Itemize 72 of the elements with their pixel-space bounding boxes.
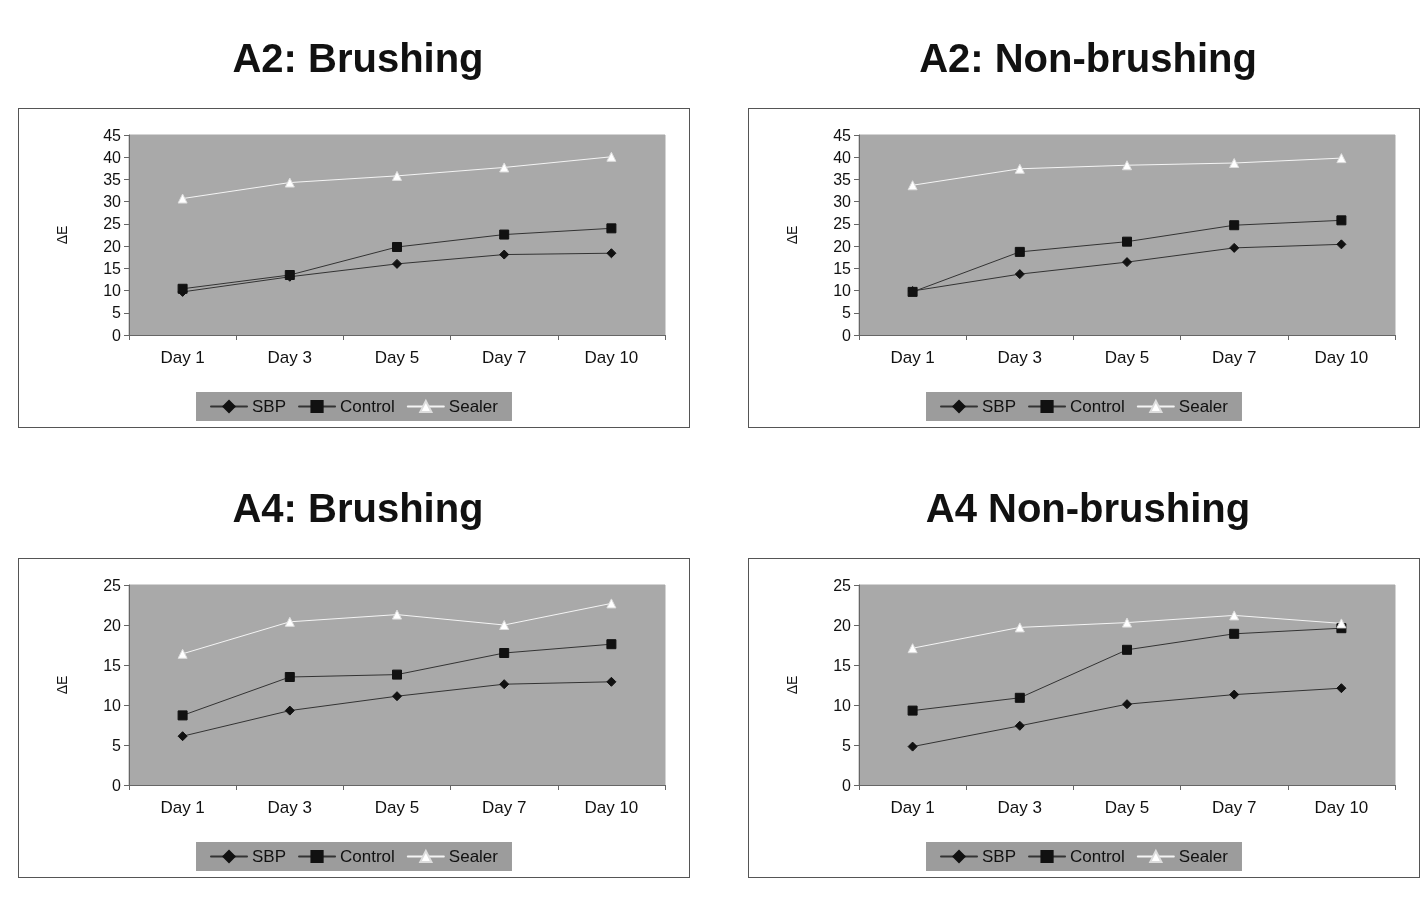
y-tick-label: 40 (833, 148, 852, 166)
x-tick-label: Day 5 (1104, 348, 1150, 367)
legend-label: Sealer (1178, 397, 1229, 416)
legend-label: SBP (252, 397, 287, 416)
legend-label: Control (340, 847, 395, 866)
y-tick-label: 5 (112, 736, 122, 754)
y-tick-label: 15 (103, 259, 122, 277)
x-tick-label: Day 7 (481, 798, 527, 817)
y-tick-label: 25 (833, 215, 852, 233)
chart-title: A4 Non-brushing (924, 484, 1252, 532)
y-tick-label: 0 (842, 326, 852, 344)
x-tick-label: Day 1 (890, 348, 935, 367)
x-tick-label: Day 3 (997, 348, 1043, 367)
y-tick-label: 25 (833, 576, 852, 594)
legend-label: Sealer (448, 847, 499, 866)
x-tick-label: Day 7 (481, 348, 527, 367)
chart-title: A4: Brushing (231, 484, 485, 532)
y-tick-label: 5 (112, 304, 122, 322)
y-tick-label: 0 (112, 326, 122, 344)
legend-label: SBP (982, 847, 1017, 866)
y-axis-title: ΔE (54, 675, 70, 695)
y-tick-label: 20 (103, 616, 122, 634)
y-tick-label: 5 (842, 304, 852, 322)
y-tick-label: 45 (103, 126, 122, 144)
y-tick-label: 40 (103, 148, 122, 166)
legend-label: Control (1070, 847, 1125, 866)
y-tick-label: 45 (833, 126, 852, 144)
x-tick-label: Day 1 (160, 348, 205, 367)
y-tick-label: 0 (842, 776, 852, 794)
y-tick-label: 10 (103, 696, 122, 714)
y-tick-label: 10 (103, 282, 122, 300)
chart-title: A2: Brushing (231, 34, 485, 82)
y-tick-label: 5 (842, 736, 852, 754)
x-tick-label: Day 3 (267, 798, 313, 817)
y-axis-title: ΔE (784, 225, 800, 245)
legend-label: Sealer (448, 397, 499, 416)
y-tick-label: 20 (103, 237, 122, 255)
y-tick-label: 15 (833, 656, 852, 674)
legend-label: SBP (982, 397, 1017, 416)
y-tick-label: 15 (103, 656, 122, 674)
x-tick-label: Day 1 (890, 798, 935, 817)
x-tick-label: Day 7 (1211, 798, 1257, 817)
x-tick-label: Day 3 (997, 798, 1043, 817)
chart-title: A2: Non-brushing (918, 34, 1258, 82)
x-tick-label: Day 5 (374, 348, 420, 367)
y-tick-label: 10 (833, 696, 852, 714)
x-tick-label: Day 7 (1211, 348, 1257, 367)
legend-label: Control (1070, 397, 1125, 416)
x-tick-label: Day 5 (374, 798, 420, 817)
y-tick-label: 10 (833, 282, 852, 300)
legend-label: Control (340, 397, 395, 416)
x-tick-label: Day 10 (584, 798, 639, 817)
y-tick-label: 35 (833, 170, 852, 188)
legend-label: Sealer (1178, 847, 1229, 866)
x-tick-label: Day 3 (267, 348, 313, 367)
y-tick-label: 0 (112, 776, 122, 794)
y-tick-label: 15 (833, 259, 852, 277)
y-tick-label: 20 (833, 237, 852, 255)
legend-label: SBP (252, 847, 287, 866)
x-tick-label: Day 1 (160, 798, 205, 817)
x-tick-label: Day 10 (1314, 798, 1369, 817)
y-tick-label: 30 (103, 193, 122, 211)
y-tick-label: 25 (103, 576, 122, 594)
y-tick-label: 20 (833, 616, 852, 634)
x-tick-label: Day 10 (1314, 348, 1369, 367)
y-tick-label: 25 (103, 215, 122, 233)
y-tick-label: 35 (103, 170, 122, 188)
y-axis-title: ΔE (784, 675, 800, 695)
y-tick-label: 30 (833, 193, 852, 211)
x-tick-label: Day 5 (1104, 798, 1150, 817)
x-tick-label: Day 10 (584, 348, 639, 367)
y-axis-title: ΔE (54, 225, 70, 245)
